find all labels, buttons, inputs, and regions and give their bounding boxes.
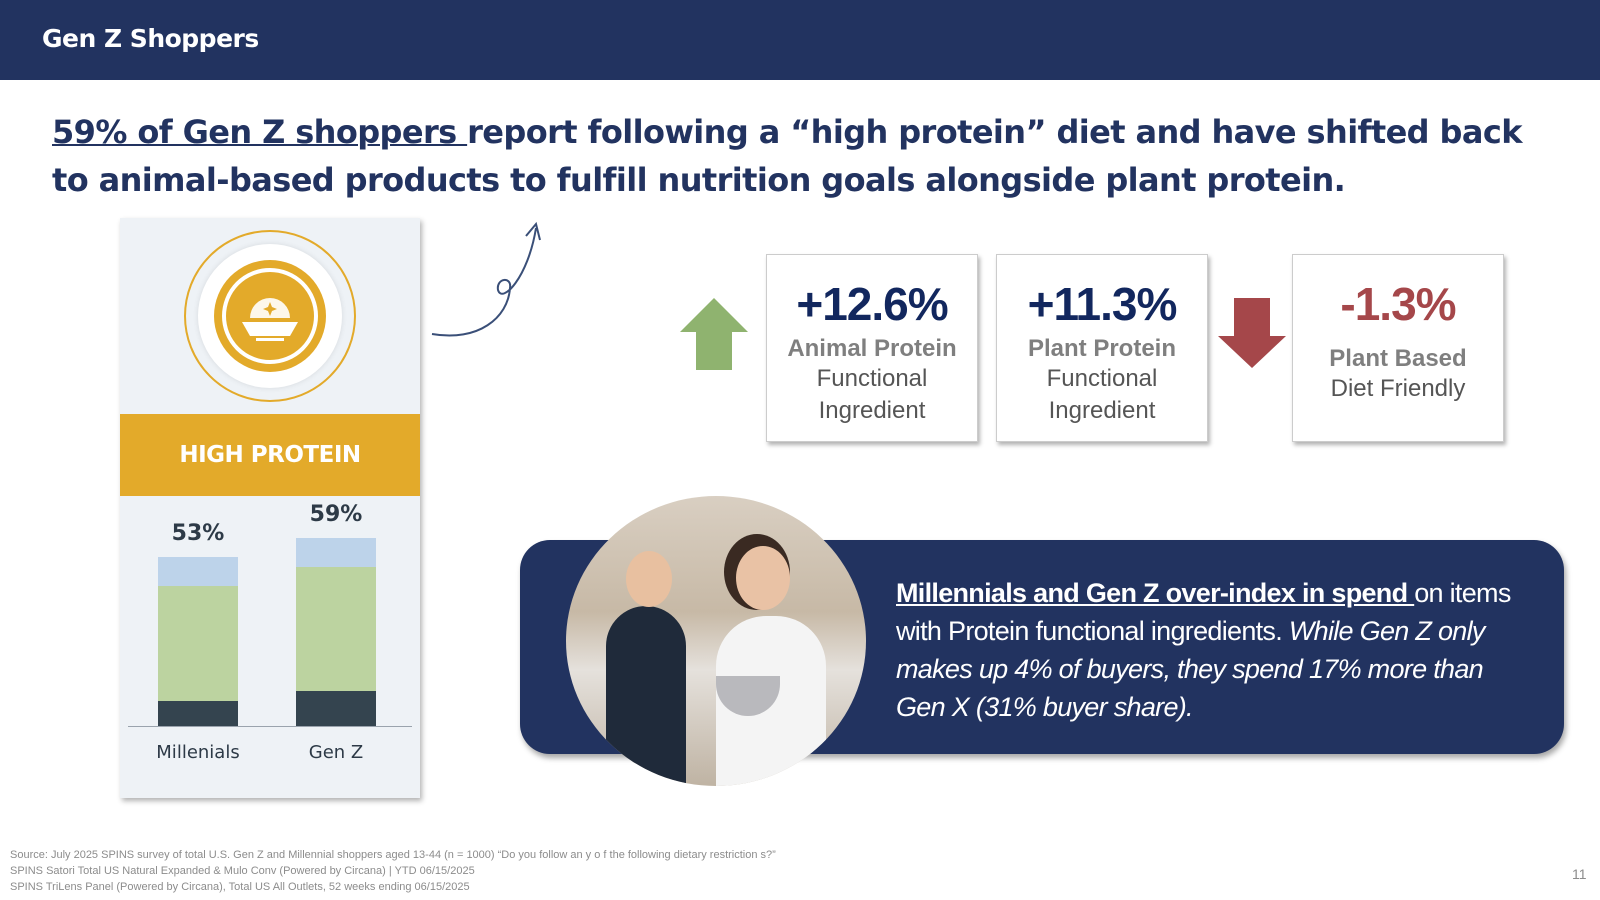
down-arrow-icon <box>1218 298 1286 368</box>
metric-value: -1.3% <box>1340 278 1456 330</box>
protein-bowl-icon <box>184 230 356 402</box>
headline-rest: report following a “high protein” diet a… <box>52 113 1522 199</box>
bar-segment <box>158 700 238 726</box>
bar-total-label: 53% <box>171 521 225 547</box>
bar-segment <box>158 586 238 701</box>
insight-italic: While Gen Z only makes up 4% of buyers, … <box>896 616 1485 722</box>
metric-sub: Ingredient <box>1048 397 1156 424</box>
headline-highlight: 59% of Gen Z shoppers <box>52 113 468 151</box>
metric-plant-based: -1.3% Plant Based Diet Friendly <box>1292 254 1504 442</box>
metric-value: +12.6% <box>796 278 948 330</box>
x-axis-line <box>128 726 412 727</box>
source-line: SPINS TriLens Panel (Powered by Circana)… <box>10 881 470 893</box>
bar-gen-z <box>296 496 376 798</box>
metric-sub: Functional <box>1046 365 1158 392</box>
source-notes: Source: July 2025 SPINS survey of total … <box>10 847 776 895</box>
insight-highlight: Millennials and Gen Z over-index in spen… <box>896 578 1415 608</box>
source-line: Source: July 2025 SPINS survey of total … <box>10 849 776 861</box>
curved-arrow-icon <box>431 221 541 337</box>
headline: 59% of Gen Z shoppers report following a… <box>52 108 1552 204</box>
up-arrow-icon <box>680 298 748 370</box>
x-tick-label: Gen Z <box>308 742 364 763</box>
page-number: 11 <box>1572 866 1587 882</box>
title-bar: Gen Z Shoppers <box>0 0 1600 80</box>
source-line: SPINS Satori Total US Natural Expanded &… <box>10 865 475 877</box>
metric-sub: Diet Friendly <box>1330 375 1466 402</box>
high-protein-label: HIGH PROTEIN <box>120 414 420 496</box>
metric-label: Plant Based <box>1329 345 1467 372</box>
bar-segment <box>296 538 376 567</box>
bar-segment <box>158 557 238 587</box>
high-protein-card: HIGH PROTEIN 53% Millenials 59% Gen Z <box>120 218 420 798</box>
metric-sub: Ingredient <box>818 397 926 424</box>
metric-sub: Functional <box>816 365 928 392</box>
bar-segment <box>296 567 376 692</box>
bar-millenials <box>158 496 238 798</box>
bar-total-label: 59% <box>309 502 363 528</box>
x-tick-label: Millenials <box>156 742 240 763</box>
stacked-bar-chart: 53% Millenials 59% Gen Z <box>120 496 420 798</box>
metric-label: Plant Protein <box>1027 335 1177 362</box>
slide-title: Gen Z Shoppers <box>42 24 259 53</box>
shoppers-cooking-photo <box>566 496 866 786</box>
metric-label: Animal Protein <box>787 335 957 362</box>
metric-plant-protein: +11.3% Plant Protein Functional Ingredie… <box>996 254 1208 442</box>
metric-animal-protein: +12.6% Animal Protein Functional Ingredi… <box>766 254 978 442</box>
bar-segment <box>296 691 376 726</box>
metric-value: +11.3% <box>1027 278 1178 330</box>
insight-text: Millennials and Gen Z over-index in spen… <box>896 574 1536 726</box>
insight-normal: on items with Protein functional ingredi… <box>896 578 1511 646</box>
